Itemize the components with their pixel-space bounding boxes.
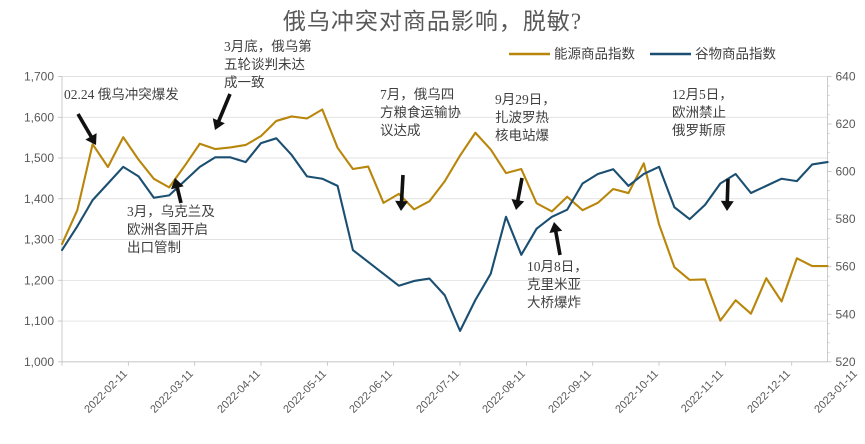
svg-text:谷物商品指数: 谷物商品指数 [695,47,776,62]
svg-text:1,600: 1,600 [24,110,54,124]
svg-text:1,500: 1,500 [24,151,54,165]
svg-text:能源商品指数: 能源商品指数 [554,47,635,62]
svg-text:520: 520 [836,355,856,369]
svg-text:640: 640 [836,70,856,84]
svg-text:560: 560 [836,260,856,274]
svg-text:600: 600 [836,165,856,179]
svg-text:1,400: 1,400 [24,192,54,206]
svg-text:1,300: 1,300 [24,233,54,247]
svg-text:620: 620 [836,117,856,131]
svg-text:1,000: 1,000 [24,355,54,369]
svg-text:1,200: 1,200 [24,273,54,287]
svg-text:1,700: 1,700 [24,70,54,84]
svg-text:540: 540 [836,307,856,321]
svg-text:580: 580 [836,212,856,226]
svg-text:1,100: 1,100 [24,314,54,328]
